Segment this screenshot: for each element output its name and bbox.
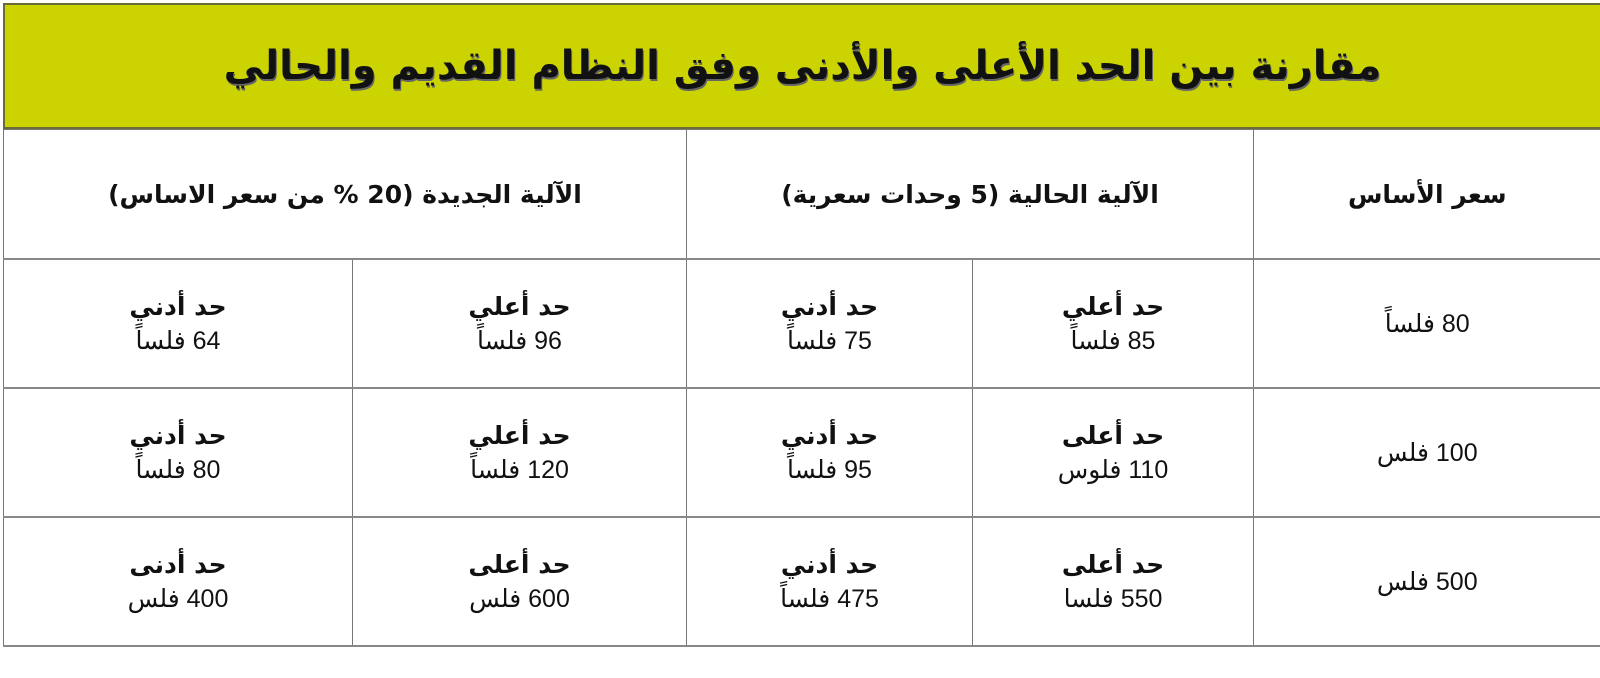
current-min-cell: حد أدني 95 فلساً bbox=[686, 387, 973, 518]
cell-label: حد أعلي bbox=[468, 420, 571, 450]
cell-value: 400 فلس bbox=[127, 584, 229, 613]
cell-value: 80 فلساً bbox=[135, 455, 221, 484]
cell-value: 64 فلساً bbox=[135, 326, 221, 355]
cell-label: حد أدني bbox=[129, 420, 227, 450]
cell-label: حد أدني bbox=[780, 549, 879, 579]
header-row: سعر الأساس الآلية الحالية (5 وحدات سعرية… bbox=[3, 129, 1600, 260]
cell-label: حد أدني bbox=[780, 420, 879, 450]
new-max-cell: حد أعلي 120 فلساً bbox=[352, 387, 687, 518]
cell-label: حد أعلي bbox=[1061, 291, 1165, 321]
current-min-cell: حد أدني 475 فلساً bbox=[686, 516, 973, 647]
table-title: مقارنة بين الحد الأعلى والأدنى وفق النظا… bbox=[3, 3, 1600, 129]
cell-value: 600 فلس bbox=[469, 584, 570, 613]
table-row: 500 فلس حد أعلى 550 فلسا حد أدني 475 فلساً… bbox=[3, 516, 1600, 647]
new-min-cell: حد أدني 80 فلساً bbox=[3, 387, 353, 518]
cell-value: 96 فلساً bbox=[477, 326, 562, 355]
cell-value: 120 فلساً bbox=[470, 455, 569, 484]
table-row: 80 فلساً حد أعلي 85 فلساً حد أدني 75 فلساً… bbox=[3, 258, 1600, 389]
cell-label: حد أعلى bbox=[468, 549, 571, 579]
current-max-cell: حد أعلي 85 فلساً bbox=[972, 258, 1254, 389]
cell-value: 75 فلساً bbox=[787, 326, 872, 355]
new-min-cell: حد أدنى 400 فلس bbox=[3, 516, 353, 647]
cell-value: 110 فلوس bbox=[1057, 455, 1169, 484]
cell-value: 85 فلساً bbox=[1070, 326, 1156, 355]
new-min-cell: حد أدني 64 فلساً bbox=[3, 258, 353, 389]
current-max-cell: حد أعلى 550 فلسا bbox=[972, 516, 1254, 647]
new-max-cell: حد أعلى 600 فلس bbox=[352, 516, 687, 647]
table-row: 100 فلس حد أعلى 110 فلوس حد أدني 95 فلساً … bbox=[3, 387, 1600, 518]
base-price-cell: 500 فلس bbox=[1253, 516, 1600, 647]
header-current-mechanism: الآلية الحالية (5 وحدات سعرية) bbox=[686, 129, 1254, 260]
base-price-cell: 80 فلساً bbox=[1253, 258, 1600, 389]
current-max-cell: حد أعلى 110 فلوس bbox=[972, 387, 1254, 518]
new-max-cell: حد أعلي 96 فلساً bbox=[352, 258, 687, 389]
cell-label: حد أدنى bbox=[129, 549, 227, 579]
base-price-cell: 100 فلس bbox=[1253, 387, 1600, 518]
cell-label: حد أعلى bbox=[1061, 549, 1165, 579]
cell-label: حد أدني bbox=[780, 291, 879, 321]
current-min-cell: حد أدني 75 فلساً bbox=[686, 258, 973, 389]
cell-value: 475 فلساً bbox=[780, 584, 879, 613]
cell-label: حد أعلى bbox=[1061, 420, 1165, 450]
header-base-price: سعر الأساس bbox=[1253, 129, 1600, 260]
cell-label: حد أعلي bbox=[468, 291, 571, 321]
cell-value: 95 فلساً bbox=[787, 455, 872, 484]
cell-label: حد أدني bbox=[129, 291, 227, 321]
comparison-table: سعر الأساس الآلية الحالية (5 وحدات سعرية… bbox=[3, 129, 1600, 647]
header-new-mechanism: الآلية الجديدة (20 % من سعر الاساس) bbox=[3, 129, 687, 260]
cell-value: 550 فلسا bbox=[1063, 584, 1163, 613]
